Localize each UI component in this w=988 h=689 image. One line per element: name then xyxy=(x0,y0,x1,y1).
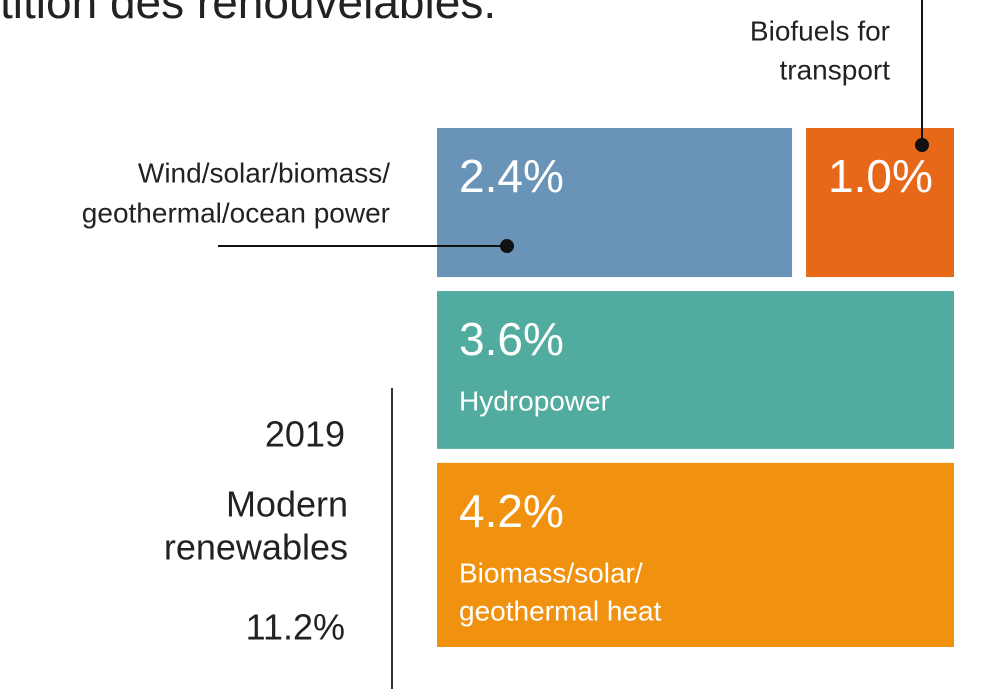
callout-text: Biofuels for xyxy=(750,15,890,46)
value-label: 1.0% xyxy=(828,150,933,202)
chart-title: tition des renouvelables. xyxy=(0,0,496,28)
callout-text: geothermal/ocean power xyxy=(82,197,390,228)
callout-dot xyxy=(500,239,514,254)
value-label: 2.4% xyxy=(459,150,564,202)
callout-dot xyxy=(915,138,929,152)
label-line: renewables xyxy=(164,527,348,568)
segment xyxy=(437,291,954,449)
total: 11.2% xyxy=(246,607,345,648)
value-label: 3.6% xyxy=(459,313,564,365)
segment-name: geothermal heat xyxy=(459,595,662,626)
segment-name: Hydropower xyxy=(459,385,610,416)
value-label: 4.2% xyxy=(459,485,564,537)
segment xyxy=(437,462,954,647)
segment xyxy=(806,128,954,278)
callout-text: transport xyxy=(780,54,891,85)
segment-name: Biomass/solar/ xyxy=(459,557,643,588)
label-line: Modern xyxy=(226,484,348,525)
callout-text: Wind/solar/biomass/ xyxy=(138,157,390,188)
segment xyxy=(437,128,793,278)
year: 2019 xyxy=(265,414,345,455)
